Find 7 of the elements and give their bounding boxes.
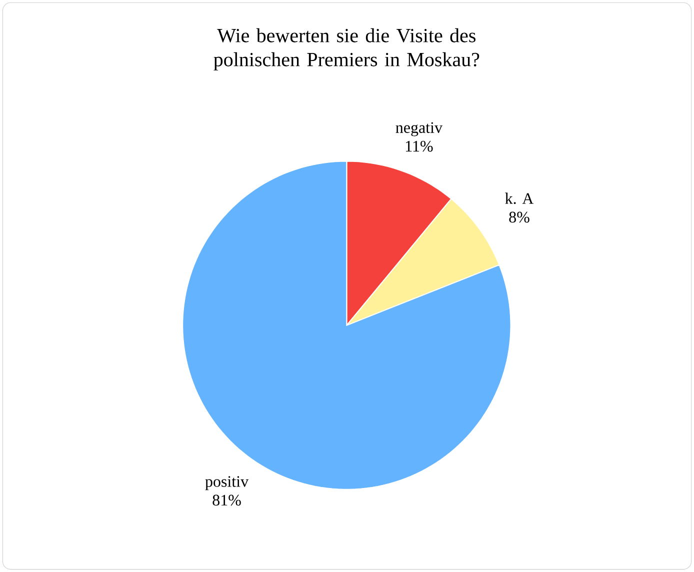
- slice-label: negativ: [396, 122, 443, 136]
- slice-label: positiv: [205, 476, 249, 490]
- data-label: 81%: [212, 494, 241, 506]
- chart-title: Wie bewerten sie die Visite des polnischen Premiers in Moskau?: [214, 28, 480, 70]
- data-label: 11%: [406, 140, 433, 152]
- data-label: 8%: [509, 212, 530, 223]
- slice-label: k. A: [505, 192, 534, 204]
